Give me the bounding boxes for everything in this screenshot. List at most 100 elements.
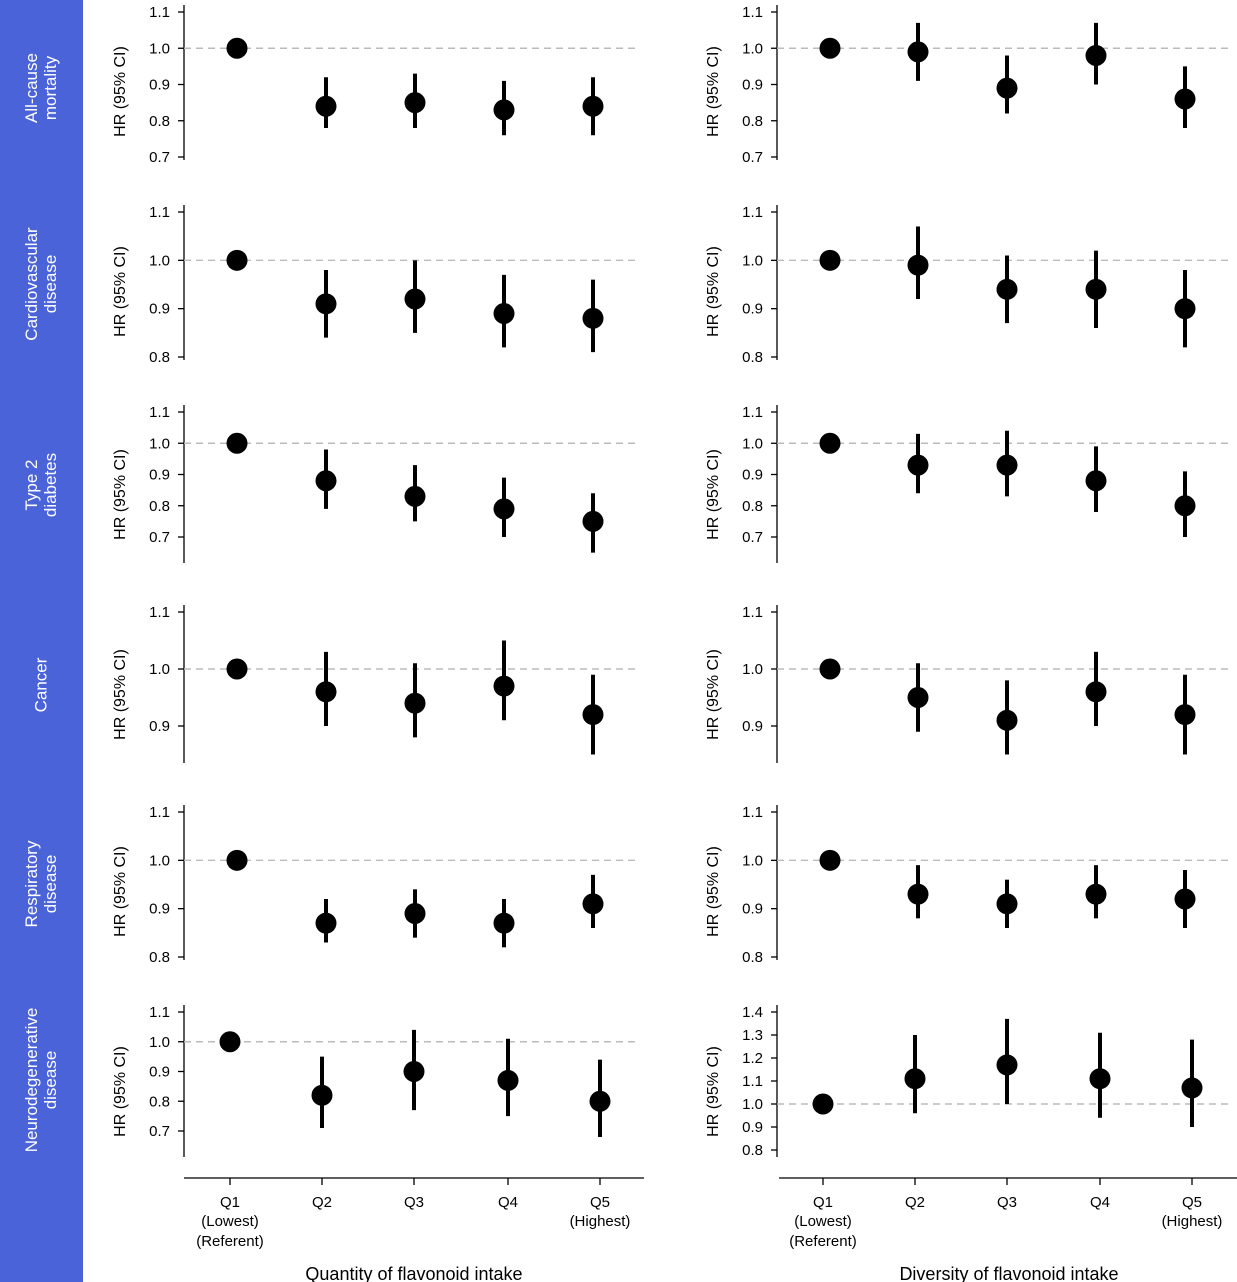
x-tick-label-q4: Q4 xyxy=(1090,1194,1110,1211)
hr-point-q2 xyxy=(315,681,337,703)
y-tick-label: 0.7 xyxy=(149,1123,170,1140)
y-tick-label: 0.9 xyxy=(149,77,170,94)
hr-point-q5 xyxy=(1174,495,1196,517)
y-tick-label: 1.1 xyxy=(742,1073,763,1090)
y-axis-title: HR (95% CI) xyxy=(705,1046,722,1137)
y-tick-label: 0.8 xyxy=(742,349,763,366)
hr-point-q1 xyxy=(819,249,841,271)
y-axis-title: HR (95% CI) xyxy=(112,846,129,937)
y-tick-label: 1.1 xyxy=(149,404,170,421)
hr-point-q4 xyxy=(1085,470,1107,492)
x-tick-sublabel: (Highest) xyxy=(570,1213,631,1230)
y-tick-label: 1.0 xyxy=(149,661,170,678)
y-axis-title: HR (95% CI) xyxy=(705,449,722,540)
y-tick-label: 0.8 xyxy=(149,113,170,130)
y-tick-label: 1.1 xyxy=(149,604,170,621)
hr-point-q3 xyxy=(404,692,426,714)
y-tick-label: 1.1 xyxy=(149,1004,170,1021)
hr-point-q3 xyxy=(996,77,1018,99)
y-tick-label: 1.4 xyxy=(742,1004,763,1021)
hr-point-q1 xyxy=(819,849,841,871)
hr-point-q5 xyxy=(589,1090,611,1112)
y-tick-label: 0.9 xyxy=(149,718,170,735)
y-tick-label: 1.1 xyxy=(742,404,763,421)
hr-point-q1 xyxy=(819,37,841,59)
y-tick-label: 1.2 xyxy=(742,1050,763,1067)
hr-point-q1 xyxy=(219,1031,241,1053)
hr-point-q2 xyxy=(907,687,929,708)
hr-point-q3 xyxy=(996,278,1018,300)
y-tick-label: 1.1 xyxy=(149,4,170,21)
y-axis-title: HR (95% CI) xyxy=(112,1046,129,1137)
x-tick-label-q2: Q2 xyxy=(312,1194,332,1211)
y-tick-label: 0.8 xyxy=(149,498,170,515)
y-tick-label: 0.8 xyxy=(742,949,763,966)
hr-point-q5 xyxy=(1174,298,1196,320)
hr-point-q1 xyxy=(226,37,248,59)
hr-point-q3 xyxy=(404,485,426,507)
hr-point-q5 xyxy=(1174,88,1196,110)
y-axis-title: HR (95% CI) xyxy=(112,449,129,540)
x-tick-label-q5: Q5 xyxy=(590,1194,610,1211)
hr-point-q5 xyxy=(582,307,604,329)
hr-point-q1 xyxy=(812,1093,834,1115)
hr-point-q2 xyxy=(904,1068,926,1090)
hr-point-q4 xyxy=(493,498,515,520)
hr-point-q3 xyxy=(404,903,426,924)
y-tick-label: 1.1 xyxy=(149,204,170,221)
y-tick-label: 0.9 xyxy=(149,467,170,484)
hr-point-q2 xyxy=(315,912,337,934)
y-axis-title: HR (95% CI) xyxy=(705,246,722,337)
hr-point-q1 xyxy=(819,658,841,680)
hr-point-q4 xyxy=(1085,45,1107,66)
hr-point-q3 xyxy=(404,92,426,114)
y-tick-label: 1.0 xyxy=(149,852,170,869)
y-tick-label: 1.0 xyxy=(149,40,170,57)
x-tick-label-q5: Q5 xyxy=(1182,1194,1202,1211)
hr-point-q2 xyxy=(907,454,929,476)
y-tick-label: 1.0 xyxy=(742,661,763,678)
y-tick-label: 0.9 xyxy=(149,901,170,918)
hr-point-q5 xyxy=(582,95,604,117)
y-tick-label: 1.1 xyxy=(742,804,763,821)
hr-point-q2 xyxy=(315,470,337,492)
y-tick-label: 0.9 xyxy=(742,301,763,318)
y-axis-title: HR (95% CI) xyxy=(112,46,129,137)
hr-point-q2 xyxy=(311,1084,333,1106)
hr-point-q5 xyxy=(582,704,604,726)
hr-point-q5 xyxy=(1174,888,1196,910)
hr-point-q4 xyxy=(1089,1068,1111,1090)
y-tick-label: 0.7 xyxy=(149,149,170,166)
hr-point-q3 xyxy=(996,893,1018,915)
y-tick-label: 0.9 xyxy=(742,467,763,484)
hr-point-q3 xyxy=(996,1054,1018,1076)
y-tick-label: 0.8 xyxy=(149,349,170,366)
y-tick-label: 0.9 xyxy=(742,1119,763,1136)
x-tick-sublabel: (Referent) xyxy=(196,1233,264,1250)
hr-point-q3 xyxy=(404,288,426,310)
y-tick-label: 0.7 xyxy=(742,149,763,166)
y-tick-label: 1.0 xyxy=(149,252,170,269)
hr-point-q2 xyxy=(315,95,337,117)
y-axis-title: HR (95% CI) xyxy=(112,649,129,740)
y-tick-label: 0.7 xyxy=(742,529,763,546)
hr-point-q1 xyxy=(819,432,841,454)
hr-point-q4 xyxy=(493,303,515,324)
hr-point-q5 xyxy=(1181,1077,1203,1099)
hr-point-q2 xyxy=(315,293,337,315)
hr-point-q1 xyxy=(226,432,248,454)
y-axis-title: HR (95% CI) xyxy=(705,46,722,137)
x-tick-label-q1: Q1 xyxy=(220,1194,240,1211)
hr-point-q2 xyxy=(907,254,929,276)
y-tick-label: 0.8 xyxy=(742,113,763,130)
hr-point-q1 xyxy=(226,849,248,871)
y-tick-label: 1.3 xyxy=(742,1027,763,1044)
y-tick-label: 1.1 xyxy=(742,604,763,621)
hr-point-q5 xyxy=(582,510,604,532)
y-tick-label: 0.8 xyxy=(149,1093,170,1110)
hr-point-q4 xyxy=(1085,278,1107,300)
y-tick-label: 0.7 xyxy=(149,529,170,546)
hr-point-q4 xyxy=(493,675,515,697)
y-tick-label: 0.9 xyxy=(742,718,763,735)
